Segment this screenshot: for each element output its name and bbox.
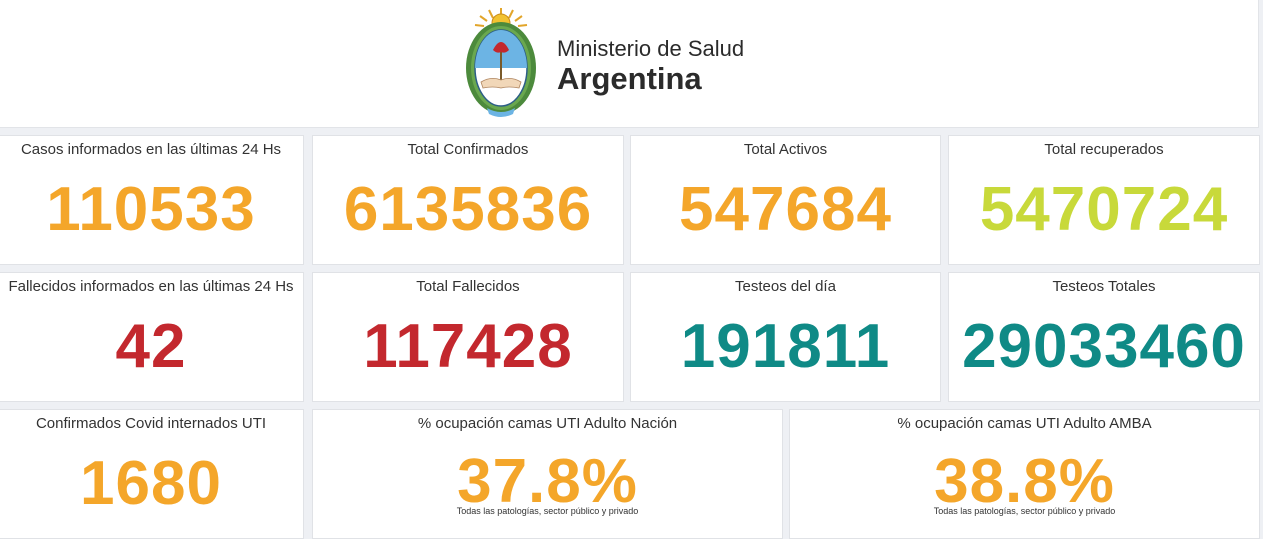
card-title: Total recuperados xyxy=(1044,141,1164,158)
card-title: Fallecidos informados en las últimas 24 … xyxy=(8,278,294,295)
card-total-recuperados: Total recuperados 5470724 xyxy=(948,135,1260,265)
card-total-fallecidos: Total Fallecidos 117428 xyxy=(312,272,624,402)
card-title: Testeos Totales xyxy=(1052,278,1156,295)
card-title: Total Activos xyxy=(743,141,828,158)
card-note: Todas las patologías, sector público y p… xyxy=(456,506,639,516)
card-value: 38.8% xyxy=(934,447,1115,516)
card-internados-uti: Confirmados Covid internados UTI 1680 xyxy=(0,409,304,539)
header: Ministerio de Salud Argentina xyxy=(0,0,1259,128)
card-ocupacion-amba: % ocupación camas UTI Adulto AMBA 38.8% … xyxy=(789,409,1260,539)
card-total-activos: Total Activos 547684 xyxy=(630,135,941,265)
card-total-confirmados: Total Confirmados 6135836 xyxy=(312,135,624,265)
card-title: Testeos del día xyxy=(735,278,836,295)
card-testeos-dia: Testeos del día 191811 xyxy=(630,272,941,402)
card-casos-24hs: Casos informados en las últimas 24 Hs 11… xyxy=(0,135,304,265)
card-title: Total Fallecidos xyxy=(416,278,520,295)
card-value: 5470724 xyxy=(979,175,1229,244)
card-value: 110533 xyxy=(46,175,256,244)
country-name: Argentina xyxy=(557,61,702,96)
card-note: Todas las patologías, sector público y p… xyxy=(933,506,1116,516)
card-title: % ocupación camas UTI Adulto Nación xyxy=(417,415,678,432)
card-testeos-totales: Testeos Totales 29033460 xyxy=(948,272,1260,402)
card-value: 547684 xyxy=(679,175,892,244)
card-title: % ocupación camas UTI Adulto AMBA xyxy=(897,415,1152,432)
card-value: 37.8% xyxy=(457,447,638,516)
card-title: Casos informados en las últimas 24 Hs xyxy=(20,141,282,158)
card-value: 6135836 xyxy=(343,175,593,244)
card-value: 191811 xyxy=(680,312,891,381)
ministry-name: Ministerio de Salud xyxy=(557,36,745,61)
card-value: 29033460 xyxy=(962,312,1246,381)
card-value: 117428 xyxy=(363,312,573,381)
card-value: 42 xyxy=(115,312,187,381)
card-title: Confirmados Covid internados UTI xyxy=(35,415,267,432)
card-title: Total Confirmados xyxy=(407,141,529,158)
card-fallecidos-24hs: Fallecidos informados en las últimas 24 … xyxy=(0,272,304,402)
argentina-coat-of-arms-icon xyxy=(466,8,536,117)
card-value: 1680 xyxy=(80,449,222,518)
card-ocupacion-nacion: % ocupación camas UTI Adulto Nación 37.8… xyxy=(312,409,783,539)
brand: Ministerio de Salud Argentina xyxy=(557,36,744,96)
